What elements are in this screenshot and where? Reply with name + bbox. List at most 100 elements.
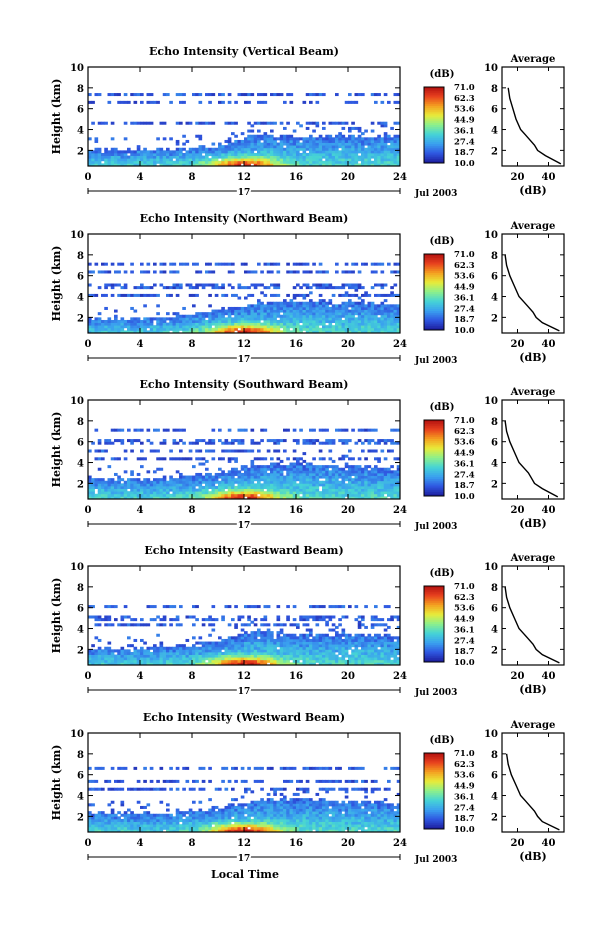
heatmap-cell <box>91 330 95 334</box>
heatmap-cell <box>136 496 141 500</box>
heatmap-cell <box>390 270 394 274</box>
heatmap-cell <box>312 493 316 497</box>
heatmap-cell <box>127 651 131 655</box>
heatmap-cell <box>315 465 320 469</box>
heatmap-cell <box>195 283 199 287</box>
heatmap-cell <box>153 150 157 154</box>
heatmap-cell <box>296 646 300 650</box>
heatmap-cell <box>315 147 320 151</box>
heatmap-cell <box>156 646 160 650</box>
heatmap-cell <box>331 638 336 642</box>
heatmap-cell <box>130 651 134 655</box>
heatmap-cell <box>276 283 281 287</box>
heatmap-cell <box>130 317 134 321</box>
average-y-tick-label: 6 <box>491 272 498 283</box>
heatmap-cell <box>357 457 362 461</box>
heatmap-cell <box>396 147 401 151</box>
heatmap-cell <box>97 270 102 274</box>
heatmap-cell <box>240 636 245 640</box>
heatmap-cell <box>221 158 225 162</box>
heatmap-cell <box>159 457 164 461</box>
heatmap-cell <box>211 147 216 151</box>
heatmap-cell <box>127 439 131 443</box>
heatmap-cell <box>315 163 320 167</box>
heatmap-cell <box>208 644 212 648</box>
heatmap-cell <box>244 312 248 316</box>
heatmap-cell <box>156 480 160 484</box>
heatmap-cell <box>234 147 238 151</box>
heatmap-cell <box>221 155 225 159</box>
heatmap-cell <box>140 488 144 492</box>
heatmap-cell <box>140 483 144 487</box>
heatmap-cell <box>140 121 144 125</box>
heatmap-cell <box>257 319 261 323</box>
heatmap-cell <box>270 641 274 645</box>
heatmap-cell <box>179 286 183 290</box>
heatmap-cell <box>104 158 108 162</box>
heatmap-cell <box>244 322 248 326</box>
heatmap-cell <box>305 139 310 143</box>
heatmap-cell <box>380 485 385 489</box>
heatmap-cell <box>146 319 151 323</box>
heatmap-cell <box>110 330 115 334</box>
heatmap-cell <box>231 325 235 329</box>
heatmap-cell <box>283 134 287 138</box>
heatmap-cell <box>364 325 368 329</box>
heatmap-cell <box>201 322 206 326</box>
heatmap-cell <box>104 623 108 627</box>
heatmap-cell <box>247 491 251 495</box>
heatmap-cell <box>396 270 401 274</box>
heatmap-cell <box>156 327 160 331</box>
heatmap-cell <box>370 327 375 331</box>
heatmap-cell <box>325 301 329 305</box>
heatmap-cell <box>97 325 102 329</box>
colorbar: (dB)71.062.353.644.936.127.418.710.0 <box>423 236 475 336</box>
heatmap-cell <box>283 449 287 453</box>
heatmap-cell <box>393 93 398 97</box>
heatmap-cell <box>162 491 167 495</box>
average-x-label: (dB) <box>519 517 546 530</box>
heatmap-cell <box>305 654 310 658</box>
heatmap-cell <box>231 132 235 136</box>
colorbar-band <box>424 421 444 425</box>
heatmap-cell <box>312 309 316 313</box>
heatmap-cell <box>296 470 300 474</box>
heatmap-cell <box>166 155 170 159</box>
heatmap-cell <box>276 488 281 492</box>
heatmap-cell <box>247 150 251 154</box>
heatmap-cell <box>221 317 225 321</box>
panels-group: Echo Intensity (Vertical Beam)Height (km… <box>50 45 565 866</box>
colorbar-band <box>424 318 444 321</box>
heatmap-cell <box>224 317 229 321</box>
heatmap-cell <box>348 646 352 650</box>
heatmap-cell <box>302 654 307 658</box>
heatmap-cell <box>357 126 362 130</box>
heatmap-cell <box>374 449 378 453</box>
heatmap-cell <box>130 262 134 266</box>
heatmap-cell <box>208 633 212 637</box>
heatmap-cell <box>299 137 303 141</box>
heatmap-cell <box>387 472 391 476</box>
heatmap-cell <box>292 286 297 290</box>
heatmap-cell <box>205 662 209 666</box>
heatmap-cell <box>296 327 300 331</box>
heatmap-cell <box>211 628 216 632</box>
heatmap-cell <box>312 657 316 661</box>
heatmap-cell <box>162 319 167 323</box>
heatmap-cell <box>266 304 271 308</box>
heatmap-cell <box>260 646 264 650</box>
heatmap-cell <box>364 150 368 154</box>
heatmap-cell <box>237 646 242 650</box>
heatmap-cell <box>396 465 401 469</box>
heatmap-cell <box>266 322 271 326</box>
heatmap-cell <box>182 134 186 138</box>
heatmap-cell <box>364 662 368 666</box>
heatmap-cell <box>172 163 177 167</box>
colorbar-band <box>424 121 444 124</box>
colorbar-band <box>424 307 444 310</box>
heatmap-cell <box>367 485 372 489</box>
heatmap-cell <box>299 152 303 156</box>
heatmap-cell <box>149 654 154 658</box>
colorbar-band <box>424 293 444 297</box>
